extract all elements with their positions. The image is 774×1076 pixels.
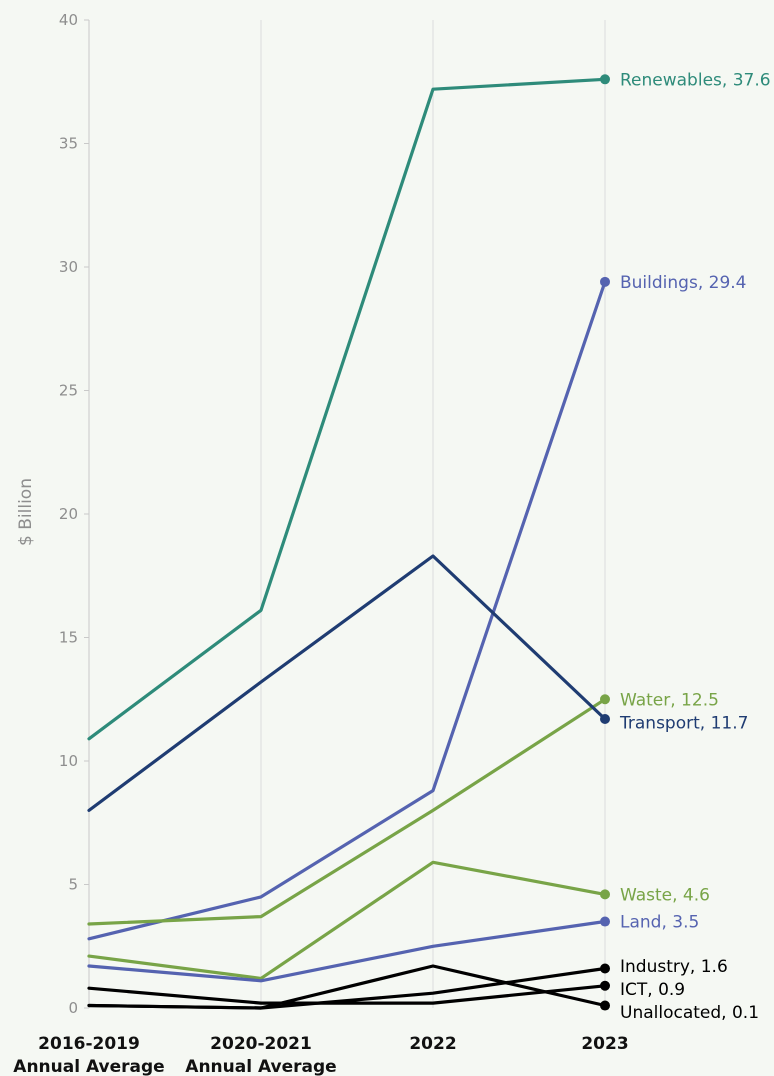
y-axis-title: $ Billion	[16, 478, 36, 546]
y-tick-label: 35	[59, 135, 78, 153]
series-marker-renewables	[600, 74, 610, 85]
series-line-land	[87, 919, 607, 983]
x-tick-sublabel: Annual Average	[185, 1057, 336, 1076]
series-line-transport	[87, 554, 607, 813]
series-marker-waste	[600, 889, 610, 900]
series-labels: Renewables, 37.6 Buildings, 29.4 Water, 12…	[619, 70, 771, 1023]
series-label-land: Land, 3.5	[620, 913, 699, 933]
series-label-industry: Industry, 1.6	[620, 957, 728, 977]
series-marker-transport	[600, 714, 610, 725]
series-marker-land	[600, 916, 610, 927]
series-label-renewables: Renewables, 37.6	[620, 70, 771, 90]
series-label-ict: ICT, 0.9	[620, 980, 685, 1000]
y-tick-label: 25	[59, 382, 78, 400]
series-marker-water	[600, 694, 610, 705]
y-tick-label: 15	[59, 629, 78, 647]
x-tick-label: 2022	[409, 1034, 456, 1054]
x-tick-label: 2020-2021	[210, 1034, 312, 1054]
y-tick-label: 40	[59, 11, 78, 29]
series-marker-buildings	[600, 276, 610, 287]
y-tick-label: 5	[68, 876, 78, 894]
series	[87, 74, 610, 1011]
series-label-waste: Waste, 4.6	[620, 885, 710, 905]
y-tick-label: 30	[59, 258, 78, 276]
x-axis: 2016-2019 Annual Average 2020-2021 Annual A…	[13, 1034, 628, 1076]
series-line-buildings	[87, 280, 607, 941]
x-tick-label: 2016-2019	[38, 1034, 140, 1054]
series-label-water: Water, 12.5	[620, 690, 719, 710]
series-marker-ict	[600, 980, 610, 991]
series-marker-unallocated	[600, 1000, 610, 1011]
series-label-transport: Transport, 11.7	[619, 713, 748, 733]
series-label-buildings: Buildings, 29.4	[620, 273, 746, 293]
y-tick-label: 20	[59, 505, 78, 523]
series-marker-industry	[600, 963, 610, 974]
series-line-ict	[87, 984, 607, 1005]
series-line-water	[87, 697, 607, 926]
x-tick-label: 2023	[581, 1034, 628, 1054]
y-tick-label: 0	[68, 999, 78, 1017]
series-line-renewables	[87, 77, 607, 741]
y-tick-label: 10	[59, 752, 78, 770]
series-line-waste	[87, 860, 607, 981]
series-label-unallocated: Unallocated, 0.1	[620, 1003, 759, 1023]
y-axis: $ Billion 0 5 10 15 20 25 30 35 40	[16, 11, 89, 1017]
x-tick-sublabel: Annual Average	[13, 1057, 164, 1076]
series-line-unallocated	[87, 964, 607, 1010]
